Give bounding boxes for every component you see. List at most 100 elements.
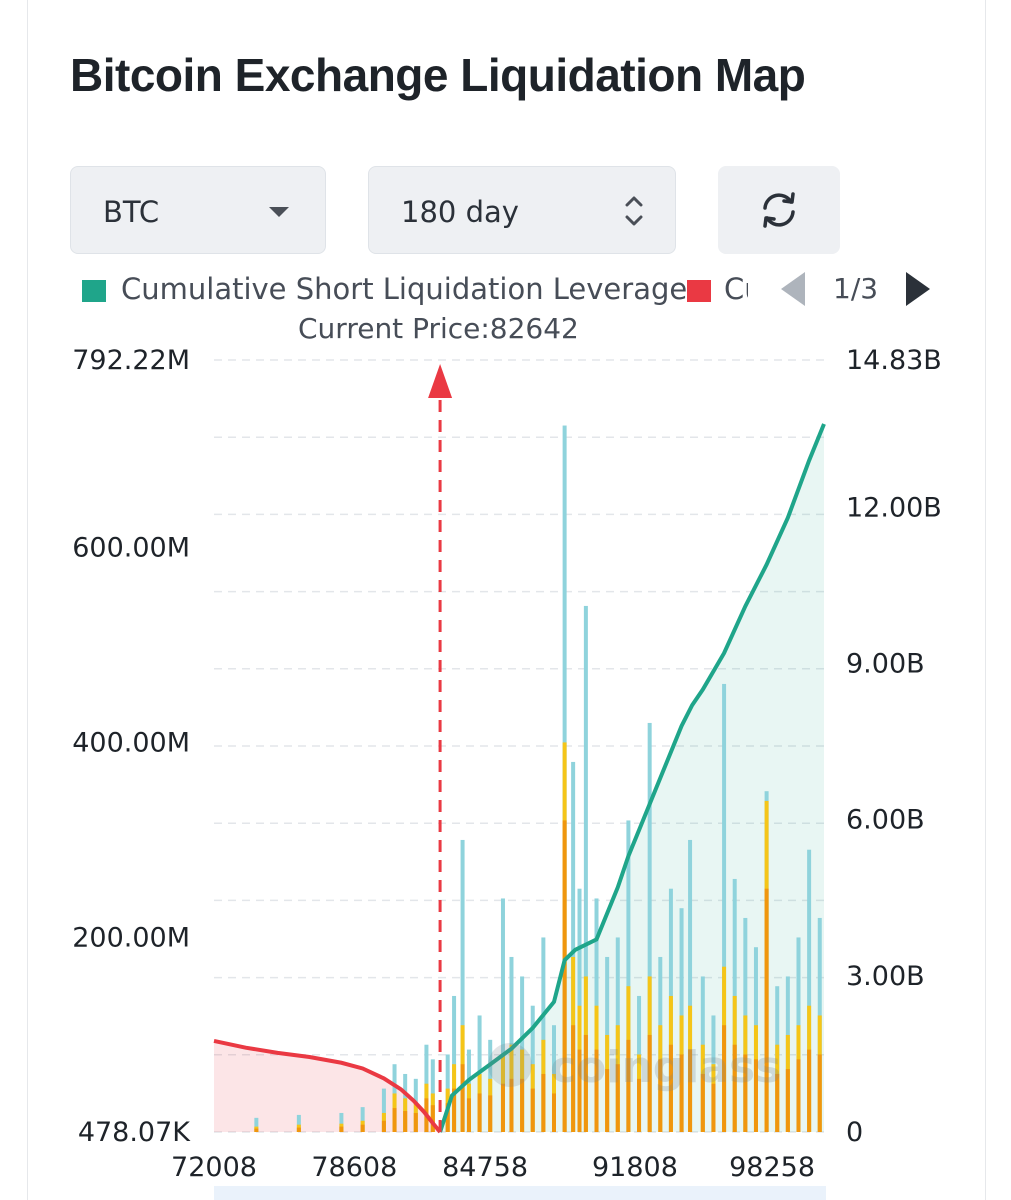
liquidation-bar-segment: [647, 1034, 652, 1132]
liquidation-bar: [688, 839, 693, 1132]
liquidation-bar-segment: [605, 1069, 610, 1132]
liquidation-bar: [571, 761, 576, 1132]
short-cumulative-area: [440, 424, 824, 1132]
liquidation-bar-segment: [732, 1044, 737, 1132]
liquidation-bar-segment: [509, 1078, 514, 1132]
liquidation-bar-segment: [775, 1073, 780, 1132]
y-left-tick-label: 478.07K: [78, 1117, 191, 1148]
refresh-button[interactable]: [718, 166, 840, 254]
chart-legend: Cumulative Short Liquidation Leverage Cu: [0, 270, 1011, 310]
liquidation-bar: [647, 722, 652, 1132]
liquidation-bar-segment: [711, 1083, 716, 1132]
liquidation-bar: [500, 898, 505, 1132]
liquidation-bar: [722, 683, 727, 1132]
liquidation-bar: [460, 839, 465, 1132]
liquidation-bar-segment: [571, 1025, 576, 1132]
y-right-tick-label: 0: [846, 1117, 863, 1148]
legend-label-short: Cumulative Short Liquidation Leverage: [121, 272, 688, 306]
liquidation-bar-segment: [520, 1078, 525, 1132]
chevron-down-icon: [269, 207, 289, 217]
liquidation-bar-segment: [477, 1093, 482, 1132]
liquidation-bar-segment: [577, 1049, 582, 1132]
liquidation-bar: [360, 1107, 365, 1132]
liquidation-bar-segment: [722, 1025, 727, 1132]
liquidation-bar-segment: [392, 1108, 397, 1132]
y-right-tick-label: 9.00B: [846, 648, 925, 679]
liquidation-bar-segment: [500, 1083, 505, 1132]
coin-select[interactable]: BTC: [70, 166, 326, 254]
liquidation-bar-segment: [679, 1054, 684, 1132]
liquidation-bar-segment: [466, 1098, 471, 1132]
liquidation-bar-segment: [551, 1093, 556, 1132]
y-right-tick-label: 14.83B: [846, 345, 942, 376]
page-title: Bitcoin Exchange Liquidation Map: [70, 49, 806, 101]
liquidation-bar-segment: [381, 1120, 386, 1132]
watermark-logo-icon: [488, 1043, 532, 1087]
liquidation-bar: [452, 995, 457, 1132]
legend-label-long: Cu: [724, 272, 748, 306]
liquidation-bar-segment: [626, 1039, 631, 1132]
y-right-tick-label: 12.00B: [846, 492, 942, 523]
period-select[interactable]: 180 day: [368, 166, 676, 254]
liquidation-bar: [381, 1088, 386, 1132]
liquidation-bar-segment: [452, 1088, 457, 1132]
liquidation-bar-segment: [785, 1069, 790, 1132]
watermark: coinglass: [550, 1042, 781, 1093]
liquidation-bar-segment: [688, 1049, 693, 1132]
liquidation-bar-segment: [360, 1124, 365, 1132]
x-tick-label: 84758: [442, 1152, 528, 1183]
liquidation-bar-segment: [488, 1095, 493, 1132]
legend-next-page-icon[interactable]: [906, 272, 930, 306]
refresh-icon: [763, 192, 795, 228]
card-right-border: [985, 0, 986, 1200]
long-cumulative-line: [213, 1038, 442, 1134]
liquidation-bar-segment: [668, 1044, 673, 1132]
y-left-tick-label: 600.00M: [72, 532, 190, 563]
liquidation-bar-segment: [296, 1127, 301, 1132]
up-down-spinner-icon: [625, 196, 643, 226]
liquidation-bar-segment: [807, 1049, 812, 1132]
y-left-tick-label: 400.00M: [72, 727, 190, 758]
x-tick-label: 72008: [171, 1152, 257, 1183]
liquidation-bar-segment: [637, 1078, 642, 1132]
y-left-tick-label: 200.00M: [72, 922, 190, 953]
liquidation-bar-segment: [594, 1049, 599, 1132]
liquidation-bar-segment: [615, 1064, 620, 1132]
y-right-tick-label: 3.00B: [846, 961, 925, 992]
x-tick-label: 91808: [592, 1152, 678, 1183]
liquidation-bar: [254, 1117, 259, 1132]
liquidation-bar-segment: [430, 1105, 435, 1132]
y-left-tick-label: 792.22M: [72, 345, 190, 376]
legend-swatch-long: [687, 280, 711, 302]
chart-zoom-slider[interactable]: [214, 1186, 826, 1200]
liquidation-bar-segment: [413, 1112, 418, 1132]
liquidation-bar: [807, 849, 812, 1132]
legend-page-indicator: 1/3: [833, 272, 879, 305]
liquidation-bar: [626, 820, 631, 1132]
liquidation-bar-segment: [700, 1073, 705, 1132]
x-tick-label: 78608: [311, 1152, 397, 1183]
liquidation-bar-segment: [743, 1054, 748, 1132]
liquidation-bar-segment: [445, 1103, 450, 1132]
liquidation-bar-segment: [764, 888, 769, 1132]
liquidation-bar-segment: [541, 1073, 546, 1132]
short-cumulative-line: [438, 423, 826, 1133]
current-price-label: Current Price:82642: [298, 312, 579, 345]
liquidation-bar-segment: [583, 1034, 588, 1132]
liquidation-bar-segment: [339, 1126, 344, 1132]
liquidation-bar: [509, 956, 514, 1132]
card-left-border: [27, 0, 28, 1200]
liquidation-bar-segment: [403, 1111, 408, 1132]
coin-select-value: BTC: [103, 195, 160, 229]
x-tick-label: 98258: [729, 1152, 815, 1183]
y-right-tick-label: 6.00B: [846, 805, 925, 836]
legend-prev-page-icon[interactable]: [781, 272, 805, 306]
liquidation-bar-segment: [460, 1064, 465, 1132]
legend-swatch-short: [82, 280, 106, 302]
liquidation-bar: [339, 1112, 344, 1132]
liquidation-bar-segment: [530, 1088, 535, 1132]
liquidation-bar-segment: [796, 1059, 801, 1132]
liquidation-bar: [541, 937, 546, 1132]
current-price-arrow-icon: [428, 364, 453, 398]
